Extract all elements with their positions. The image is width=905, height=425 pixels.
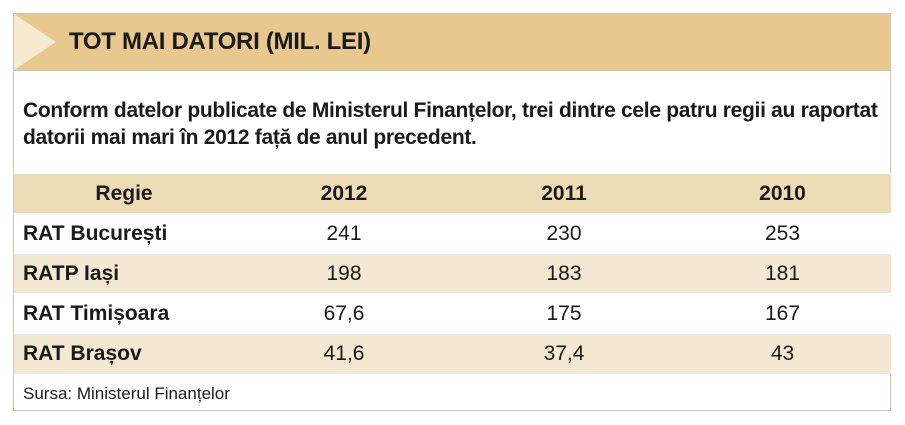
table-row: RATP Iași 198 183 181 <box>14 253 891 294</box>
column-header: 2012 <box>234 173 454 214</box>
cell-value: 241 <box>234 213 454 254</box>
cell-value: 198 <box>234 253 454 294</box>
cell-value: 175 <box>454 293 674 334</box>
debt-table: Regie 2012 2011 2010 RAT București 241 2… <box>14 173 891 374</box>
column-header: Regie <box>14 173 234 214</box>
row-label: RAT București <box>14 213 234 254</box>
row-label: RATP Iași <box>14 253 234 294</box>
arrow-icon <box>14 14 56 70</box>
header-bar: TOT MAI DATORI (MIL. LEI) <box>14 14 890 71</box>
column-header: 2010 <box>674 173 891 214</box>
row-label: RAT Brașov <box>14 333 234 374</box>
cell-value: 67,6 <box>234 293 454 334</box>
intro-text: Conform datelor publicate de Ministerul … <box>23 99 878 149</box>
cell-value: 37,4 <box>454 333 674 374</box>
table-header-row: Regie 2012 2011 2010 <box>14 173 891 214</box>
source-note: Sursa: Ministerul Finanțelor <box>23 384 230 403</box>
cell-value: 167 <box>674 293 891 334</box>
column-header: 2011 <box>454 173 674 214</box>
cell-value: 230 <box>454 213 674 254</box>
cell-value: 181 <box>674 253 891 294</box>
title: TOT MAI DATORI (MIL. LEI) <box>69 28 371 55</box>
infographic-box: TOT MAI DATORI (MIL. LEI) Conform datelo… <box>13 13 891 411</box>
table-row: RAT București 241 230 253 <box>14 213 891 254</box>
row-label: RAT Timișoara <box>14 293 234 334</box>
cell-value: 253 <box>674 213 891 254</box>
table-row: RAT Brașov 41,6 37,4 43 <box>14 333 891 374</box>
table-row: RAT Timișoara 67,6 175 167 <box>14 293 891 334</box>
cell-value: 183 <box>454 253 674 294</box>
cell-value: 43 <box>674 333 891 374</box>
cell-value: 41,6 <box>234 333 454 374</box>
